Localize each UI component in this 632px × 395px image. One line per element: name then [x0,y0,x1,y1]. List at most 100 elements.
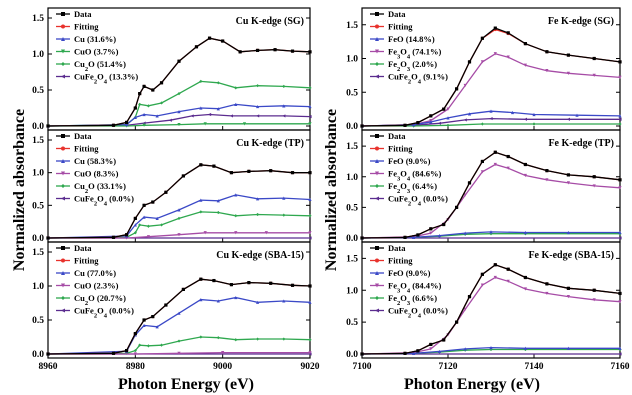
y-tick-label: 1.5 [346,254,358,264]
series-marker [125,120,129,124]
series-marker [480,122,484,126]
y-tick-label: 0.0 [32,350,44,360]
series-marker [308,351,312,355]
legend: Data Fitting Cu (58.3%) CuO (8.3%) Cu2O (33.… [56,131,134,207]
series-marker [199,163,203,167]
legend-marker [375,159,379,163]
legend-label: Fitting [388,256,413,266]
series-marker [199,198,203,202]
y-tick-label: 1.5 [346,142,358,152]
series-marker [523,173,527,178]
series-marker [238,50,242,54]
series-marker [403,235,407,239]
legend-marker [61,74,65,79]
panel-cu-k-edge-sg: 0.0 0.5 1.0 1.5 Data Fitting Cu (31.6%) CuO (3.… [32,7,312,132]
series-marker [111,123,116,127]
series-line [47,103,311,127]
panel-cu-k-edge-sba-15: 0.0 0.5 1.0 1.5 8960 8980 9000 9020 Data Fitting C… [32,241,320,372]
series-marker [142,215,146,219]
legend-label: Fe2O3 (6.6%) [388,293,437,307]
series-marker [467,60,472,64]
series-marker [360,352,364,356]
series-data [46,163,312,240]
y-tick-label: 0.5 [346,88,358,98]
series-marker [155,325,159,329]
legend-label: Fitting [74,22,99,32]
legend-marker [375,258,379,263]
series-marker [155,216,159,220]
legend-label: FeO (14.8%) [388,34,435,44]
series-marker [207,112,212,117]
series-marker [138,92,142,96]
series-marker [282,196,286,200]
series-marker [203,122,207,126]
series-marker [142,112,146,117]
series-marker [463,193,467,197]
series-marker [247,281,251,285]
plot-frame [361,241,621,359]
series-marker [216,299,220,303]
series-cu-31-6 [46,102,312,128]
series-marker [412,123,416,127]
series-cufe2o4-9-1 [360,116,622,128]
series-marker [199,79,203,83]
series-marker [592,288,596,292]
y-tick-label: 0.5 [32,316,44,326]
legend-marker [375,271,379,275]
series-marker [467,181,472,185]
series-marker [463,307,467,311]
panel-title: Cu K-edge (SBA-15) [216,250,304,261]
legend-label: CuO (8.3%) [74,169,119,179]
series-marker [177,351,181,355]
series-marker [164,190,168,194]
legend-label: Cu (31.6%) [74,34,116,44]
panel-title: Cu K-edge (TP) [236,138,304,149]
series-marker [467,112,472,116]
series-marker [216,336,220,340]
series-marker [480,272,484,276]
series-marker [234,231,238,235]
series-marker [489,230,493,234]
series-marker [412,351,416,355]
series-marker [545,282,549,286]
y-tick-label: 0.0 [346,234,358,244]
series-marker [446,107,450,111]
series-marker [177,311,181,315]
legend-marker [61,258,65,263]
series-marker [416,349,420,353]
legend-label: Cu2O (51.4%) [74,59,126,73]
series-marker [523,275,527,280]
series-marker [480,283,484,287]
series-marker [308,231,312,235]
series-marker [523,346,527,350]
series-marker [177,208,181,212]
series-marker [489,116,493,121]
series-marker [618,291,622,296]
series-marker [308,104,312,109]
legend-label: FeO (9.0%) [388,268,431,278]
legend-marker [61,159,65,163]
series-marker [618,186,622,190]
series-marker [523,162,527,167]
legend-label: Fe3O4 (84.6%) [388,169,441,183]
series-marker [216,210,220,215]
legend-marker [61,246,65,250]
y-axis-label-left: Normalized absorbance [11,109,28,271]
legend-label: CuFe2O4 (0.0%) [388,306,448,320]
series-marker [429,114,433,118]
legend-label: Cu (77.0%) [74,268,116,278]
series-marker [566,230,570,235]
series-marker [618,236,622,240]
series-marker [429,342,433,347]
series-marker [269,281,273,285]
series-marker [463,231,467,235]
series-line [361,346,620,355]
series-marker [592,56,596,61]
series-marker [159,101,164,105]
series-marker [506,267,510,271]
series-marker [446,116,450,120]
legend-marker [375,74,379,79]
panel-fe-k-edge-sba-15: 0.0 0.5 1.0 1.5 7100 7120 7140 7160 Data Fitting F… [346,241,630,372]
legend-marker [61,308,65,313]
legend-marker [61,134,65,138]
